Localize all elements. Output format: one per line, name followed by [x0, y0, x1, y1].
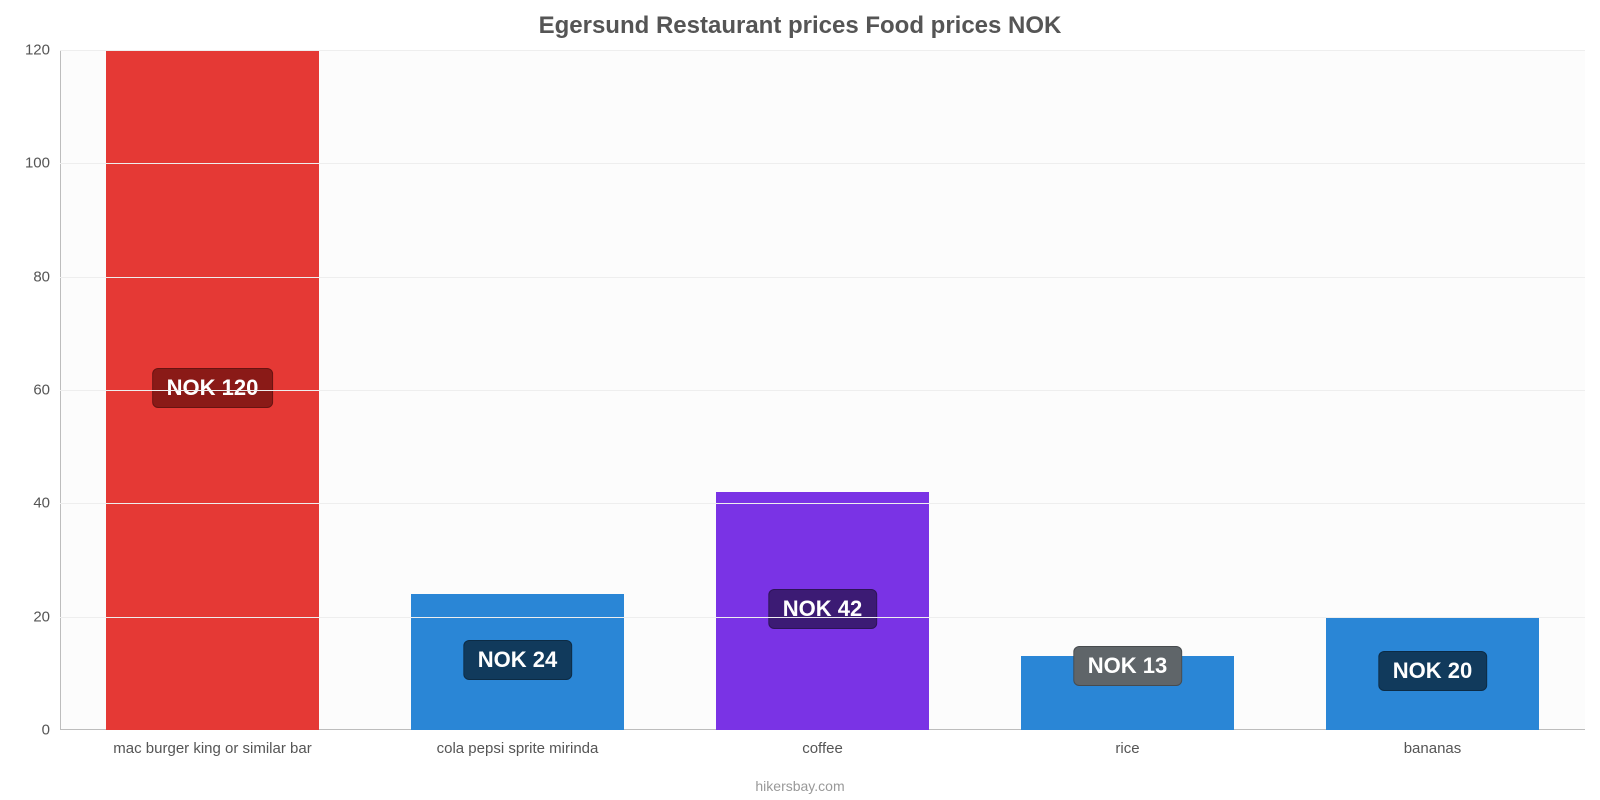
value-badge: NOK 24	[463, 640, 572, 680]
gridline	[60, 503, 1585, 504]
y-tick-label: 0	[42, 722, 60, 739]
y-tick-label: 60	[33, 382, 60, 399]
chart-title: Egersund Restaurant prices Food prices N…	[0, 0, 1600, 40]
y-tick-label: 20	[33, 608, 60, 625]
x-tick-label: cola pepsi sprite mirinda	[437, 730, 599, 757]
chart-caption: hikersbay.com	[0, 778, 1600, 794]
x-tick-label: rice	[1115, 730, 1139, 757]
y-tick-label: 40	[33, 495, 60, 512]
gridline	[60, 50, 1585, 51]
x-tick-label: coffee	[802, 730, 843, 757]
plot-area: NOK 120NOK 24NOK 42NOK 13NOK 20 02040608…	[60, 50, 1585, 730]
gridline	[60, 390, 1585, 391]
value-badge: NOK 13	[1073, 646, 1182, 686]
value-badge: NOK 20	[1378, 651, 1487, 691]
gridline	[60, 617, 1585, 618]
x-tick-label: mac burger king or similar bar	[113, 730, 311, 757]
gridline	[60, 163, 1585, 164]
x-tick-label: bananas	[1404, 730, 1462, 757]
gridline	[60, 277, 1585, 278]
y-tick-label: 120	[25, 42, 60, 59]
y-tick-label: 100	[25, 155, 60, 172]
value-badge: NOK 120	[152, 368, 274, 408]
y-tick-label: 80	[33, 268, 60, 285]
value-badge: NOK 42	[768, 589, 877, 629]
price-bar-chart: Egersund Restaurant prices Food prices N…	[0, 0, 1600, 800]
